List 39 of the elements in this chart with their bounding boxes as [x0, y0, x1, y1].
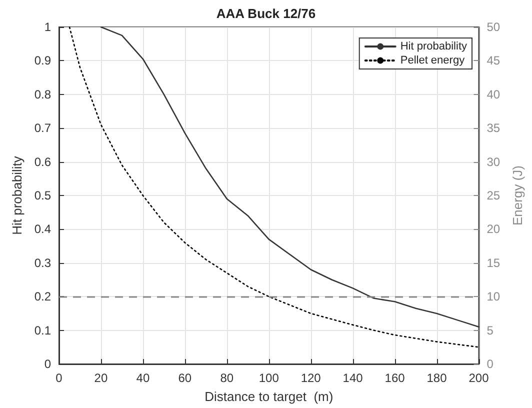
x-tick-label: 60 [178, 371, 192, 385]
y-tick-label: 0.8 [34, 87, 52, 102]
y-tick-label: 1 [44, 20, 52, 34]
y2-tick-label: 20 [486, 222, 500, 236]
y-tick-label: 0.3 [34, 256, 52, 270]
x-tick-label: 200 [468, 371, 490, 385]
y2-tick-label: 30 [486, 154, 500, 169]
legend-label: Hit probability [400, 40, 468, 52]
y2-tick-label: 5 [486, 323, 494, 338]
x-tick-label: 140 [342, 371, 364, 385]
y-tick-label: 0.1 [34, 323, 52, 338]
legend-label: Pellet energy [400, 54, 466, 66]
y2-tick-label: 10 [486, 290, 500, 304]
x-axis-title: Distance to target (m) [204, 389, 334, 404]
x-tick-label: 180 [426, 371, 448, 385]
y-tick-label: 0.6 [34, 154, 52, 169]
y-tick-label: 0 [44, 357, 52, 371]
y-axis-title: Hit probability [9, 156, 24, 235]
y2-tick-label: 15 [486, 256, 500, 270]
x-tick-label: 20 [94, 371, 108, 385]
x-tick-label: 80 [220, 371, 234, 385]
y-tick-label: 0.5 [34, 188, 52, 202]
y2-tick-label: 45 [486, 54, 500, 68]
x-tick-label: 100 [258, 371, 280, 385]
chart-title: AAA Buck 12/76 [216, 6, 316, 21]
y2-axis-title: Energy (J) [510, 166, 525, 226]
y-tick-label: 0.9 [34, 54, 52, 68]
y2-tick-label: 40 [486, 87, 500, 102]
y2-tick-label: 0 [486, 357, 494, 371]
x-tick-label: 160 [384, 371, 406, 385]
y2-tick-label: 25 [486, 188, 500, 202]
y-tick-label: 0.7 [34, 121, 52, 136]
x-tick-label: 40 [136, 371, 150, 385]
y-tick-label: 0.2 [34, 290, 52, 304]
y-tick-label: 0.4 [34, 222, 52, 236]
x-tick-label: 0 [56, 371, 63, 385]
y2-tick-label: 50 [486, 20, 500, 34]
x-tick-label: 120 [300, 371, 322, 385]
y2-tick-label: 35 [486, 121, 500, 136]
